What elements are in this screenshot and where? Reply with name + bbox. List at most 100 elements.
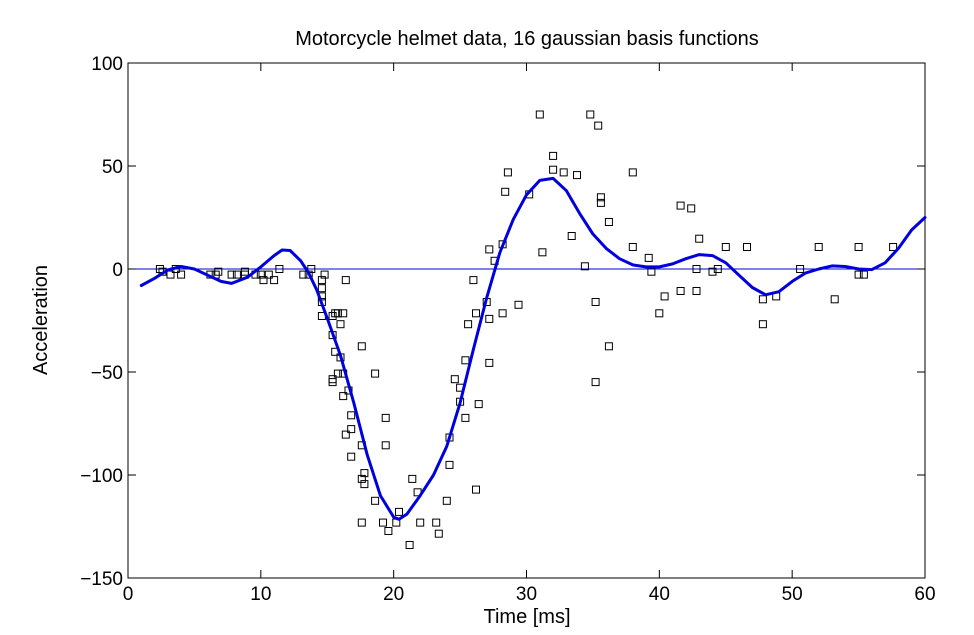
data-point: [596, 198, 605, 207]
data-point: [442, 496, 451, 505]
data-point: [371, 496, 380, 505]
data-point: [596, 193, 605, 202]
data-point: [461, 413, 470, 422]
x-tick-label: 10: [250, 584, 271, 605]
y-tick-label: 0: [112, 260, 123, 281]
data-point: [859, 270, 868, 279]
data-point: [604, 218, 613, 226]
data-point: [331, 309, 340, 318]
data-point: [535, 110, 544, 119]
x-tick-label: 20: [383, 584, 404, 605]
data-point: [721, 243, 730, 251]
data-point: [594, 121, 603, 130]
data-point: [549, 165, 558, 174]
data-point: [687, 204, 696, 213]
chart-title: Motorcycle helmet data, 16 gaussian basi…: [295, 28, 759, 50]
data-point: [379, 518, 387, 527]
data-point: [591, 298, 600, 306]
data-point: [357, 342, 366, 351]
data-point: [514, 300, 523, 309]
data-point: [405, 541, 414, 549]
data-point: [341, 276, 350, 285]
data-point: [381, 441, 390, 450]
data-point: [328, 312, 337, 320]
data-point: [339, 392, 348, 401]
data-point: [474, 400, 483, 409]
data-point: [655, 309, 664, 318]
y-tick-label: 100: [91, 54, 123, 75]
data-point: [586, 110, 595, 119]
data-point: [604, 342, 613, 351]
data-point: [692, 287, 701, 295]
plot-frame: [127, 62, 926, 579]
data-point: [333, 369, 342, 378]
y-tick-label: −150: [80, 569, 123, 590]
data-point: [232, 270, 241, 279]
data-point: [416, 518, 425, 527]
data-point: [469, 276, 478, 285]
x-tick-label: 50: [782, 584, 803, 605]
data-point: [660, 292, 669, 301]
data-point: [676, 201, 685, 210]
data-point: [854, 243, 863, 251]
data-point: [472, 485, 480, 494]
x-tick-label: 0: [123, 584, 134, 605]
data-point: [695, 234, 704, 243]
data-point: [259, 276, 268, 285]
data-point: [270, 276, 279, 285]
data-point: [333, 309, 342, 318]
data-point: [644, 253, 653, 262]
data-point: [450, 375, 459, 384]
data-point: [830, 295, 839, 304]
data-point: [758, 295, 767, 304]
data-point: [347, 425, 356, 434]
data-point: [503, 168, 512, 177]
data-point: [549, 151, 558, 160]
data-point: [461, 356, 470, 365]
data-point: [567, 232, 576, 240]
data-point: [328, 378, 337, 387]
data-point: [559, 168, 568, 177]
data-point: [628, 168, 637, 177]
data-point: [395, 507, 403, 516]
data-point: [796, 265, 805, 273]
data-point: [432, 518, 441, 527]
data-point: [155, 265, 164, 273]
data-point: [360, 469, 369, 478]
data-point: [708, 267, 717, 276]
data-point: [445, 460, 454, 469]
data-point: [347, 452, 356, 461]
data-point: [854, 270, 863, 279]
data-point: [580, 262, 589, 271]
data-point: [485, 358, 494, 367]
x-tick-label: 60: [914, 584, 935, 605]
data-point: [256, 270, 265, 279]
data-point: [538, 248, 547, 257]
data-point: [347, 411, 356, 420]
data-point: [676, 287, 685, 295]
data-point: [357, 474, 366, 483]
x-tick-label: 40: [649, 584, 670, 605]
data-point: [501, 187, 510, 196]
data-point: [573, 171, 581, 180]
data-point: [758, 320, 767, 329]
data-point: [275, 265, 284, 273]
data-point: [341, 430, 350, 439]
data-point: [498, 309, 507, 318]
data-point: [408, 474, 417, 483]
data-point: [889, 243, 898, 251]
data-point: [713, 265, 722, 273]
data-point: [336, 320, 345, 329]
data-point: [177, 270, 186, 279]
data-point: [743, 243, 751, 251]
data-point: [320, 270, 329, 279]
data-point: [317, 276, 326, 285]
data-point: [472, 309, 480, 318]
data-point: [692, 265, 701, 273]
data-point: [317, 284, 326, 293]
y-tick-label: −50: [91, 363, 123, 384]
y-tick-label: 50: [102, 157, 123, 178]
data-point: [384, 527, 393, 535]
data-point: [371, 369, 380, 378]
data-point: [485, 314, 494, 323]
